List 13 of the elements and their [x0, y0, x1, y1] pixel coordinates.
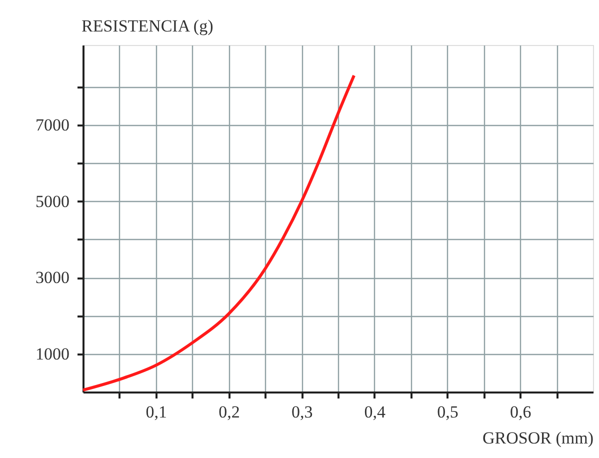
x-tick-label: 0,6 — [510, 402, 532, 422]
y-axis-title: RESISTENCIA (g) — [82, 16, 214, 36]
y-tick-label: 7000 — [36, 116, 70, 135]
y-tick-label: 5000 — [36, 192, 70, 211]
y-tick-label: 3000 — [36, 268, 70, 288]
line-series — [82, 74, 356, 392]
x-tick-label: 0,2 — [218, 402, 240, 422]
x-tick-label: 0,1 — [146, 402, 167, 422]
x-tick-label: 0,3 — [291, 402, 313, 422]
x-tick-label: 0,4 — [364, 402, 386, 422]
y-tick-label: 1000 — [36, 344, 70, 364]
x-axis-title: GROSOR (mm) — [482, 428, 594, 448]
x-tick-label: 0,5 — [437, 402, 458, 422]
